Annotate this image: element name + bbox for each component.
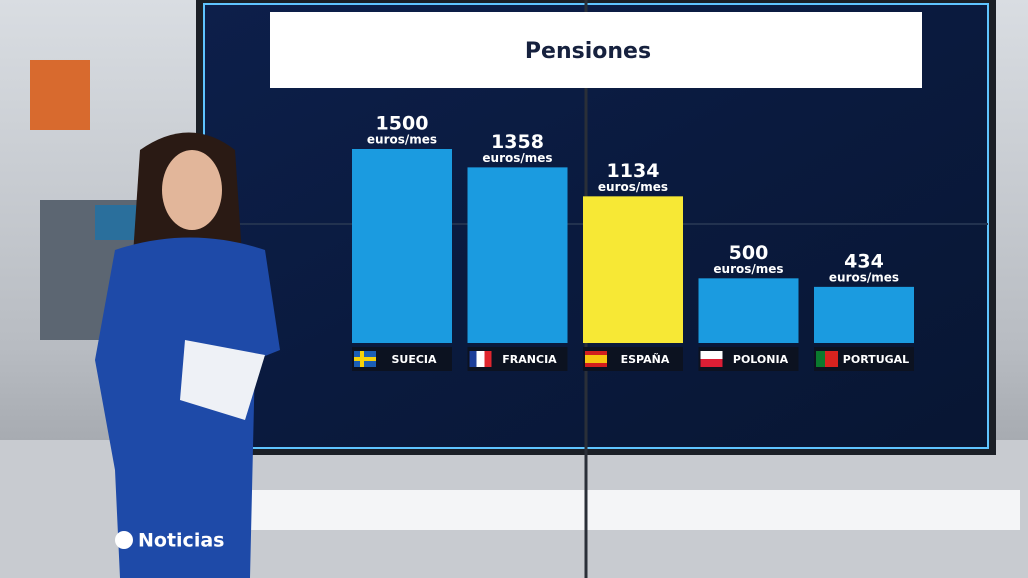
- bar: [814, 286, 914, 343]
- bar: [698, 278, 799, 343]
- category-label: POLONIA: [733, 353, 789, 366]
- flag: [476, 351, 485, 367]
- value-label: 500: [729, 242, 769, 264]
- flag: [484, 351, 492, 367]
- bar: [352, 149, 452, 343]
- unit-label: euros/mes: [367, 133, 437, 147]
- unit-label: euros/mes: [713, 262, 783, 276]
- flag: [700, 351, 723, 359]
- flag: [700, 359, 723, 367]
- category-label: SUECIA: [391, 353, 437, 366]
- note-card: [180, 340, 265, 420]
- category-label: FRANCIA: [502, 353, 557, 366]
- presenter: [95, 132, 280, 578]
- unit-label: euros/mes: [482, 151, 552, 165]
- chart-title: Pensiones: [525, 39, 651, 64]
- dress: [95, 237, 280, 578]
- value-label: 1358: [491, 131, 544, 153]
- value-label: 434: [844, 250, 884, 272]
- flag: [825, 351, 838, 367]
- bar: [467, 167, 568, 343]
- flag: [354, 357, 376, 361]
- value-label: 1500: [376, 113, 429, 135]
- flag: [816, 351, 825, 367]
- title-box: [270, 12, 922, 88]
- floor-light: [240, 490, 1020, 530]
- category-label: PORTUGAL: [843, 353, 909, 366]
- logo-text: Noticias: [138, 530, 224, 552]
- wall-panel: [30, 60, 90, 130]
- value-label: 1134: [607, 160, 660, 182]
- unit-label: euros/mes: [829, 270, 899, 284]
- flag: [585, 355, 607, 363]
- chart: 1500euros/mesSUECIA1358euros/mesFRANCIA1…: [352, 113, 914, 371]
- category-label: ESPAÑA: [621, 353, 670, 366]
- bar: [583, 196, 683, 343]
- face: [162, 150, 222, 230]
- logo-icon: [115, 531, 133, 549]
- unit-label: euros/mes: [598, 180, 668, 194]
- flag: [469, 351, 477, 367]
